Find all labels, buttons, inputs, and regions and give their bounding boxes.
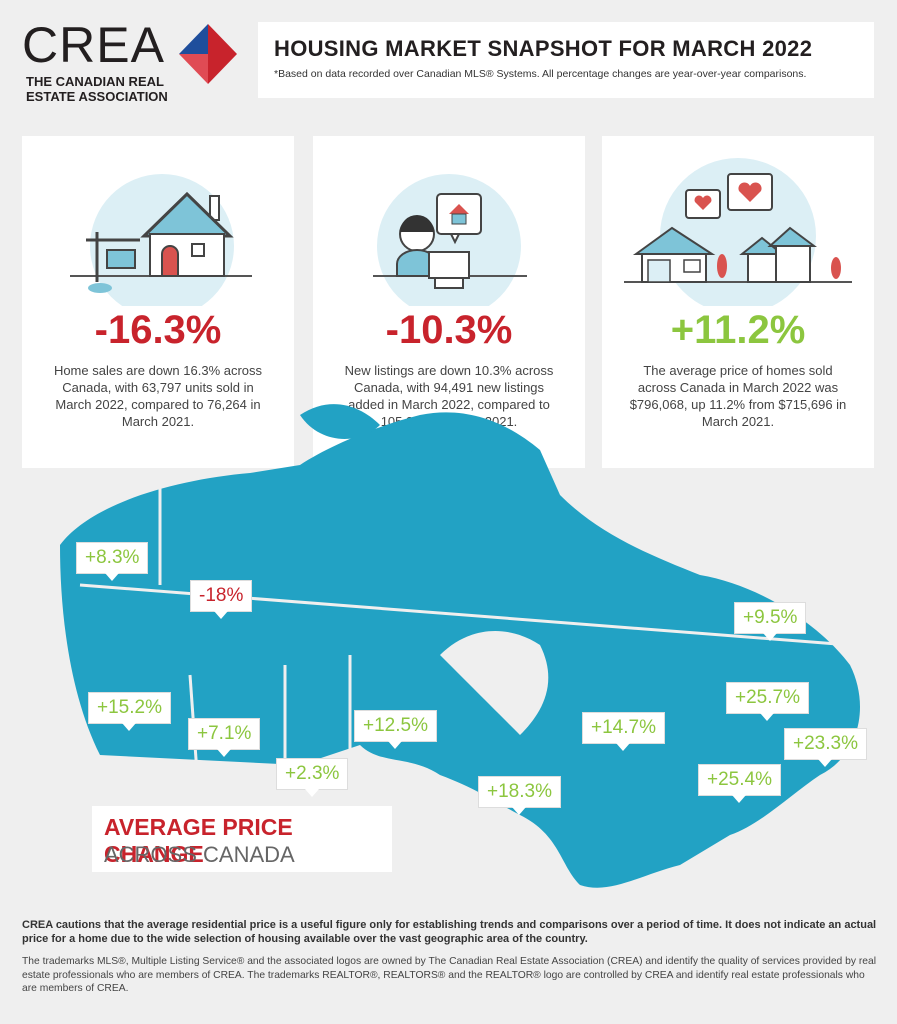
- stat-card-sales: -16.3% Home sales are down 16.3% across …: [22, 136, 294, 468]
- pin-newbrunswick: +25.4%: [698, 764, 781, 803]
- pin-novascotia: +23.3%: [784, 728, 867, 767]
- price-change-value: +11.2%: [670, 308, 806, 352]
- caution-note: CREA cautions that the average residenti…: [22, 919, 877, 945]
- pin-quebec: +14.7%: [582, 712, 665, 751]
- logo-subtitle: THE CANADIAN REAL ESTATE ASSOCIATION: [26, 74, 168, 104]
- houses-hearts-icon: [624, 158, 852, 306]
- legend-title: AVERAGE PRICE CHANGE: [104, 814, 293, 867]
- stat-card-price: +11.2% The average price of homes sold a…: [602, 136, 874, 468]
- sales-description: Home sales are down 16.3% across Canada,…: [53, 363, 263, 429]
- legend-subtitle: ACROSS CANADA: [104, 842, 295, 867]
- price-description: The average price of homes sold across C…: [629, 363, 847, 429]
- pin-newfoundland: +9.5%: [734, 602, 807, 641]
- logo-wordmark: CREA: [22, 17, 165, 73]
- trademark-note: The trademarks MLS®, Multiple Listing Se…: [22, 956, 877, 994]
- house-for-sale-icon: [70, 174, 252, 306]
- canada-map: [60, 404, 860, 888]
- pin-alberta: +7.1%: [188, 718, 261, 757]
- listings-change-value: -10.3%: [385, 308, 513, 352]
- sales-change-value: -16.3%: [94, 308, 222, 352]
- header-panel: HOUSING MARKET SNAPSHOT FOR MARCH 2022 *…: [258, 22, 874, 98]
- person-computer-listing-icon: [373, 174, 527, 306]
- pin-pei: +25.7%: [726, 682, 809, 721]
- header-note: *Based on data recorded over Canadian ML…: [274, 68, 807, 80]
- pin-bc: +15.2%: [88, 692, 171, 731]
- pin-yukon: +8.3%: [76, 542, 149, 581]
- crea-logo[interactable]: CREA THE CANADIAN REAL ESTATE ASSOCIATIO…: [22, 18, 242, 108]
- pin-manitoba: +12.5%: [354, 710, 437, 749]
- pin-saskatchewan: +2.3%: [276, 758, 349, 797]
- pin-nwt: -18%: [190, 580, 253, 619]
- logo-diamond-icon: [179, 24, 237, 84]
- page-title: HOUSING MARKET SNAPSHOT FOR MARCH 2022: [274, 36, 813, 61]
- map-legend: AVERAGE PRICE CHANGE ACROSS CANADA: [92, 806, 392, 872]
- pin-ontario: +18.3%: [478, 776, 561, 815]
